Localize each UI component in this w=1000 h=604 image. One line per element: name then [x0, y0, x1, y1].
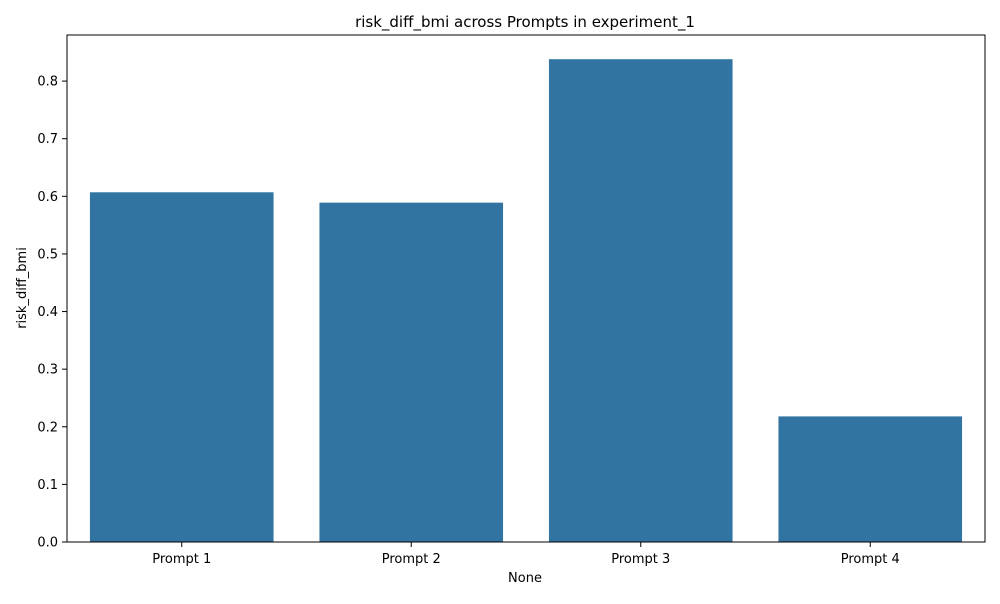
y-tick-label: 0.2	[37, 420, 58, 435]
x-tick-label: Prompt 4	[841, 552, 900, 567]
y-axis: 0.0 0.1 0.2 0.3 0.4 0.5 0.6 0.7 0.8	[37, 75, 67, 551]
y-tick-label: 0.0	[37, 536, 58, 551]
y-tick-label: 0.7	[37, 132, 58, 147]
plot-frame	[66, 34, 986, 543]
bar-prompt-1	[89, 192, 274, 543]
y-tick-label: 0.6	[37, 190, 58, 205]
chart-title: risk_diff_bmi across Prompts in experime…	[355, 13, 695, 32]
x-tick-label: Prompt 1	[152, 552, 211, 567]
bars-group	[89, 59, 963, 543]
y-axis-label: risk_diff_bmi	[15, 247, 30, 329]
x-tick-label: Prompt 2	[382, 552, 441, 567]
bar-prompt-2	[319, 202, 504, 542]
x-axis: Prompt 1 Prompt 2 Prompt 3 Prompt 4	[152, 542, 900, 567]
x-axis-label: None	[508, 571, 542, 586]
bar-prompt-4	[778, 416, 963, 542]
bar-prompt-3	[548, 59, 733, 543]
y-tick-label: 0.3	[37, 363, 58, 378]
y-tick-label: 0.5	[37, 247, 58, 262]
x-tick-label: Prompt 3	[611, 552, 670, 567]
y-tick-label: 0.1	[37, 478, 58, 493]
y-tick-label: 0.8	[37, 75, 58, 90]
y-tick-label: 0.4	[37, 305, 58, 320]
